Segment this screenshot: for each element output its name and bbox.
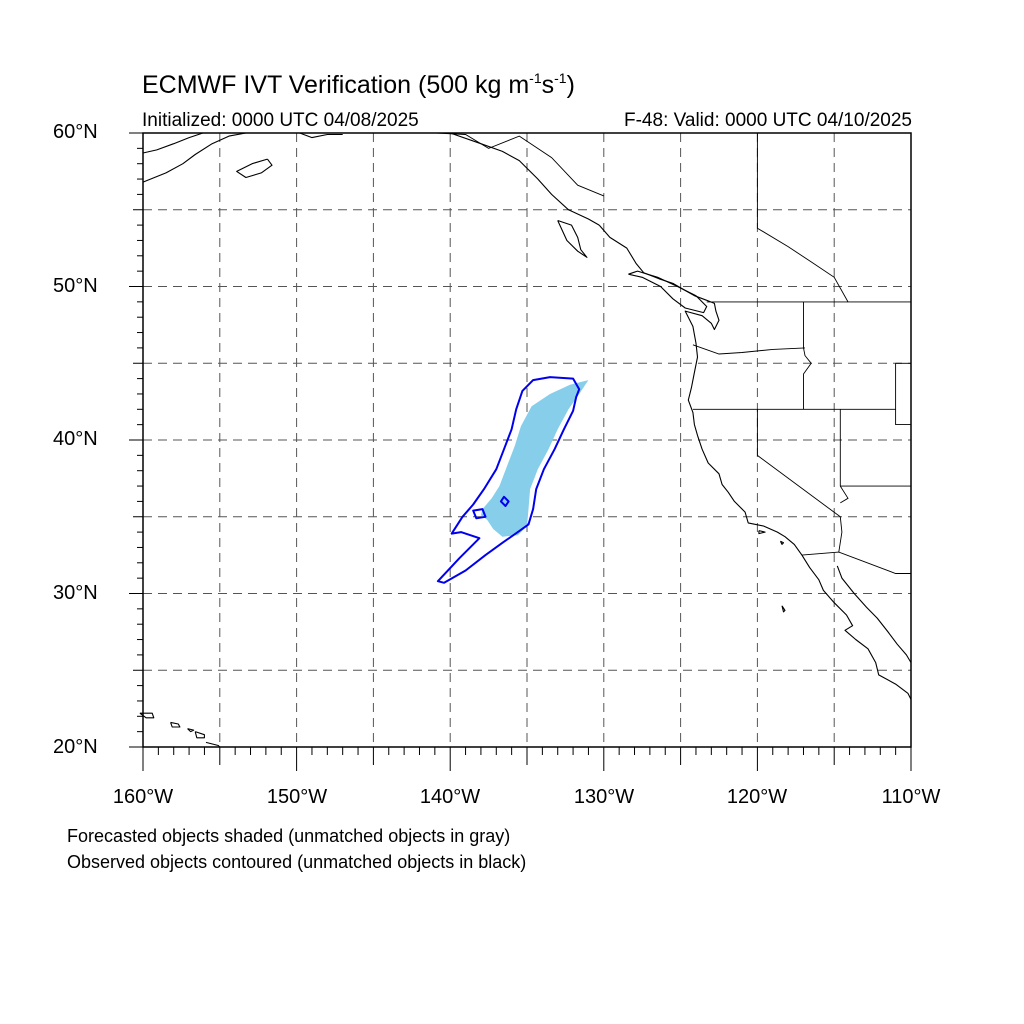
coastline: [194, 731, 205, 739]
political-boundary: [436, 132, 604, 197]
observed-ivt-contour: [499, 495, 510, 507]
lat-label-20: 20°N: [53, 736, 98, 758]
lon-label-130w: 130°W: [573, 786, 635, 808]
lon-label-140w: 140°W: [419, 786, 481, 808]
coastline: [598, 224, 912, 700]
political-boundary: [895, 363, 911, 426]
coastline: [450, 132, 600, 226]
legend-note-forecast: Forecasted objects shaded (unmatched obj…: [67, 826, 511, 846]
political-boundary: [692, 344, 806, 355]
political-boundary: [803, 301, 812, 410]
map-frame: [142, 132, 912, 748]
figure-title: ECMWF IVT Verification (500 kg m-1s-1): [142, 70, 575, 99]
lat-label-30: 30°N: [53, 582, 98, 604]
coastline: [142, 132, 204, 154]
coastline: [170, 721, 181, 728]
lon-label-120w: 120°W: [726, 786, 788, 808]
observed-ivt-contour: [436, 376, 581, 584]
lon-label-110w: 110°W: [881, 786, 941, 808]
coastline: [836, 565, 912, 663]
observed-objects: [436, 376, 581, 584]
coastline: [142, 132, 246, 183]
lat-label-60: 60°N: [53, 121, 98, 143]
lon-label-150w: 150°W: [266, 786, 328, 808]
lat-label-40: 40°N: [53, 428, 98, 450]
coastline: [557, 219, 588, 258]
political-boundary: [839, 409, 849, 504]
coastline: [139, 712, 155, 719]
coastline: [628, 270, 708, 314]
political-boundary: [756, 409, 843, 553]
political-boundary: [801, 551, 911, 574]
coastline: [236, 158, 273, 179]
coastline: [299, 132, 343, 139]
observed-ivt-contour: [472, 508, 487, 520]
coastline: [781, 605, 786, 613]
forecast-ivt-object: [480, 380, 589, 537]
political-boundary: [756, 133, 849, 303]
lon-label-160w: 160°W: [112, 786, 174, 808]
valid-time-label: F-48: Valid: 0000 UTC 04/10/2025: [624, 110, 912, 131]
legend-note-observed: Observed objects contoured (unmatched ob…: [67, 852, 527, 872]
axis-ticks: [129, 132, 912, 771]
coastline: [779, 540, 785, 545]
coastline: [187, 728, 195, 733]
political-boundaries: [436, 132, 911, 574]
coastlines: [139, 132, 912, 748]
initialized-label: Initialized: 0000 UTC 04/08/2025: [142, 110, 419, 131]
lat-label-50: 50°N: [53, 275, 98, 297]
forecast-objects: [480, 380, 589, 537]
coastline: [758, 530, 766, 535]
